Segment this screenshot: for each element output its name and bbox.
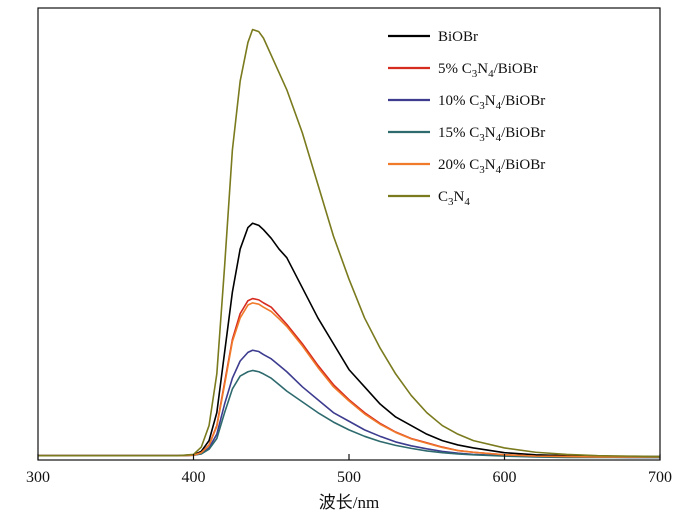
- legend-label-3: 15% C3N4/BiOBr: [438, 125, 545, 144]
- legend: BiOBr 5% C3N4/BiOBr 10% C3N4/BiOBr 15% C3N4…: [388, 29, 545, 208]
- series-line-1: [38, 297, 660, 458]
- x-tick-label-2: 500: [337, 469, 361, 486]
- series-line-4: [38, 302, 660, 458]
- legend-label-0: BiOBr: [438, 29, 478, 45]
- x-tick-label-4: 700: [648, 469, 672, 486]
- series-line-3: [38, 369, 660, 459]
- x-tick-label-3: 600: [493, 469, 517, 486]
- legend-label-1: 5% C3N4/BiOBr: [438, 61, 538, 80]
- series-layer: [38, 28, 661, 459]
- x-axis-ticks: 300 400 500 600 700: [26, 454, 672, 486]
- series-line-5: [38, 28, 661, 458]
- legend-label-2: 10% C3N4/BiOBr: [438, 93, 545, 112]
- legend-label-5: C3N4: [438, 189, 470, 208]
- legend-label-4: 20% C3N4/BiOBr: [438, 157, 545, 176]
- x-tick-label-1: 400: [182, 469, 206, 486]
- x-axis-label: 波长/nm: [319, 493, 379, 512]
- series-line-2: [38, 349, 660, 459]
- x-tick-label-0: 300: [26, 469, 50, 486]
- plot-frame: [37, 7, 661, 461]
- series-line-0: [38, 222, 660, 458]
